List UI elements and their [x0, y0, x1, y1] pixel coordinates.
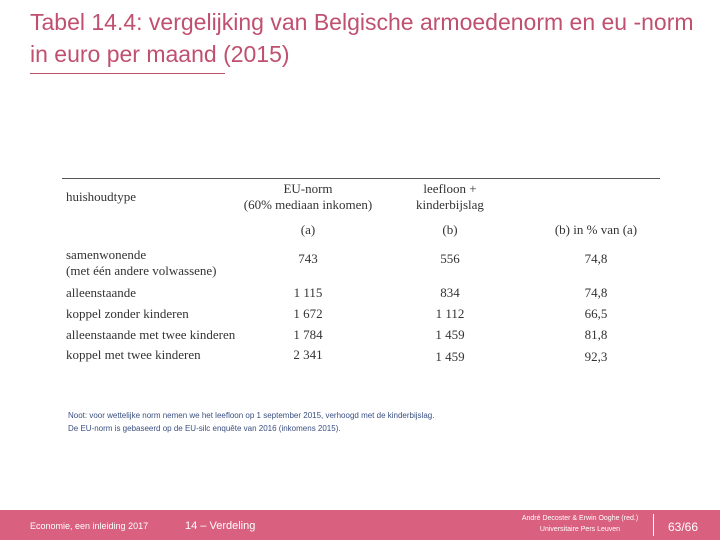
- cell: 1 459: [435, 327, 465, 342]
- footer: Economie, een inleiding 2017 14 – Verdel…: [0, 510, 720, 540]
- footer-publisher: Universitaire Pers Leuven: [539, 526, 621, 533]
- cell: 74,8: [584, 251, 608, 266]
- column-header: huishoudtype: [66, 189, 137, 204]
- cell: 92,3: [584, 349, 608, 364]
- footer-chapter: 14 – Verdeling: [185, 520, 256, 532]
- title-rule: [30, 73, 225, 74]
- title: Tabel 14.4: vergelijking van Belgische a…: [30, 9, 694, 67]
- page-number: 63/66: [668, 520, 699, 534]
- cell: 66,5: [584, 306, 608, 321]
- cell: 2 341: [293, 347, 323, 362]
- cell: 1 112: [435, 306, 465, 321]
- row-label: koppel met twee kinderen: [66, 347, 201, 362]
- cell: 743: [298, 251, 318, 266]
- column-subheader: (a): [300, 222, 316, 237]
- cell: 556: [440, 251, 460, 266]
- row-label: alleenstaande: [66, 285, 137, 300]
- column-subheader: (b): [442, 222, 458, 237]
- cell: 1 459: [435, 349, 465, 364]
- cell: 1 784: [293, 327, 323, 342]
- note: De EU-norm is gebaseerd op de EU-silc en…: [68, 424, 341, 433]
- footer-left: Economie, een inleiding 2017: [30, 521, 149, 531]
- footer-separator: [653, 514, 654, 536]
- cell: 1 672: [293, 306, 323, 321]
- row-label: samenwonende (met één andere volwassene): [66, 247, 217, 278]
- column-header: EU-norm (60% mediaan inkomen): [243, 181, 373, 212]
- row-label: alleenstaande met twee kinderen: [66, 327, 236, 342]
- column-subheader: (b) in % van (a): [554, 222, 638, 237]
- table-rule: [62, 178, 660, 179]
- cell: 74,8: [584, 285, 608, 300]
- cell: 81,8: [584, 327, 608, 342]
- row-label: koppel zonder kinderen: [66, 306, 189, 321]
- cell: 1 115: [293, 285, 323, 300]
- note: Noot: voor wettelijke norm nemen we het …: [68, 411, 435, 420]
- cell: 834: [440, 285, 460, 300]
- footer-authors: André Decoster & Erwin Ooghe (red.): [521, 515, 639, 522]
- column-header: leefloon + kinderbijslag: [416, 181, 484, 212]
